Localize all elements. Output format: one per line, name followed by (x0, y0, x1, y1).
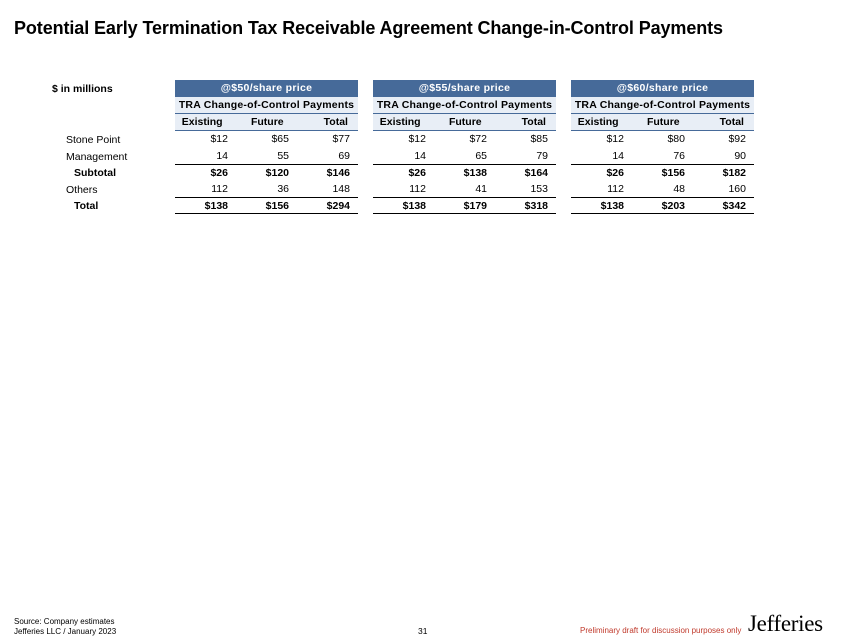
table-row: 14 76 90 (571, 148, 754, 165)
price-panel-50: @$50/share price TRA Change-of-Control P… (175, 80, 358, 214)
cell: 69 (338, 149, 350, 162)
table-row: 112 41 153 (373, 181, 556, 198)
cell: 36 (277, 182, 289, 195)
panel-header: @$50/share price (175, 80, 358, 97)
cell: 41 (475, 182, 487, 195)
row-label-stone-point: Stone Point (66, 134, 121, 146)
cell: $65 (271, 133, 289, 145)
table-row: 112 48 160 (571, 181, 754, 198)
table-row: 14 65 79 (373, 148, 556, 165)
cell: 48 (673, 182, 685, 195)
cell: $138 (204, 200, 228, 212)
cell: 14 (414, 149, 426, 162)
firm-date: Jefferies LLC / January 2023 (14, 627, 117, 636)
col-existing: Existing (379, 116, 421, 128)
col-future: Future (646, 116, 680, 128)
cell: 112 (211, 182, 228, 195)
table-row: 112 36 148 (175, 181, 358, 198)
column-headers: Existing Future Total (373, 114, 556, 131)
column-headers: Existing Future Total (175, 114, 358, 131)
col-existing: Existing (181, 116, 223, 128)
cell: 76 (673, 149, 685, 162)
cell: $72 (469, 133, 487, 145)
cell: $12 (606, 133, 624, 145)
panel-header: @$60/share price (571, 80, 754, 97)
cell: $318 (524, 200, 548, 212)
draft-note: Preliminary draft for discussion purpose… (580, 626, 742, 635)
row-label-management: Management (66, 150, 128, 163)
cell: 160 (728, 182, 746, 195)
cell: $138 (600, 200, 624, 212)
cell: $85 (530, 133, 548, 145)
cell: $342 (722, 200, 746, 212)
cell: 14 (216, 149, 228, 162)
panel-subheader: TRA Change-of-Control Payments (571, 97, 754, 114)
cell: $138 (463, 167, 487, 179)
panel-header: @$55/share price (373, 80, 556, 97)
cell: $179 (463, 200, 487, 212)
cell: $12 (408, 133, 426, 145)
table-row-subtotal: $26 $120 $146 (175, 164, 358, 181)
table-row: 14 55 69 (175, 148, 358, 165)
cell: $294 (326, 200, 350, 212)
col-total: Total (719, 116, 744, 128)
cell: 79 (536, 149, 548, 162)
cell: $77 (332, 133, 350, 145)
cell: $156 (265, 200, 289, 212)
cell: $203 (661, 200, 685, 212)
cell: 112 (607, 182, 624, 195)
cell: 55 (277, 149, 289, 162)
table-row-subtotal: $26 $156 $182 (571, 164, 754, 181)
cell: $138 (402, 200, 426, 212)
cell: $80 (667, 133, 685, 145)
table-row-subtotal: $26 $138 $164 (373, 164, 556, 181)
table-row-total: $138 $179 $318 (373, 197, 556, 214)
panel-subheader: TRA Change-of-Control Payments (373, 97, 556, 114)
units-label: $ in millions (52, 83, 113, 95)
page-number: 31 (418, 626, 428, 636)
footer-source: Source: Company estimates Jefferies LLC … (14, 617, 116, 637)
cell: $182 (722, 167, 746, 179)
cell: 153 (530, 182, 548, 195)
col-future: Future (250, 116, 284, 128)
col-existing: Existing (577, 116, 619, 128)
table-row-total: $138 $203 $342 (571, 197, 754, 214)
cell: 65 (475, 149, 487, 162)
cell: $146 (326, 167, 350, 179)
table-row-total: $138 $156 $294 (175, 197, 358, 214)
cell: $26 (606, 167, 624, 179)
cell: $120 (265, 167, 289, 179)
col-future: Future (448, 116, 482, 128)
row-label-others: Others (66, 183, 98, 196)
table-row: $12 $72 $85 (373, 131, 556, 148)
column-headers: Existing Future Total (571, 114, 754, 131)
source-note: Source: Company estimates (14, 617, 115, 626)
row-label-total: Total (74, 200, 99, 212)
cell: $12 (210, 133, 228, 145)
col-total: Total (323, 116, 348, 128)
cell: $156 (661, 167, 685, 179)
cell: 90 (734, 149, 746, 162)
price-panel-55: @$55/share price TRA Change-of-Control P… (373, 80, 556, 214)
jefferies-logo: Jefferies (748, 611, 823, 636)
page-title: Potential Early Termination Tax Receivab… (14, 18, 723, 38)
cell: 112 (409, 182, 426, 195)
table-row: $12 $65 $77 (175, 131, 358, 148)
cell: $26 (408, 167, 426, 179)
col-total: Total (521, 116, 546, 128)
table-row: $12 $80 $92 (571, 131, 754, 148)
panel-subheader: TRA Change-of-Control Payments (175, 97, 358, 114)
cell: 14 (612, 149, 624, 162)
price-panel-60: @$60/share price TRA Change-of-Control P… (571, 80, 754, 214)
cell: $26 (210, 167, 228, 179)
row-label-subtotal: Subtotal (74, 167, 116, 179)
cell: 148 (332, 182, 350, 195)
cell: $164 (524, 167, 548, 179)
cell: $92 (728, 133, 746, 145)
